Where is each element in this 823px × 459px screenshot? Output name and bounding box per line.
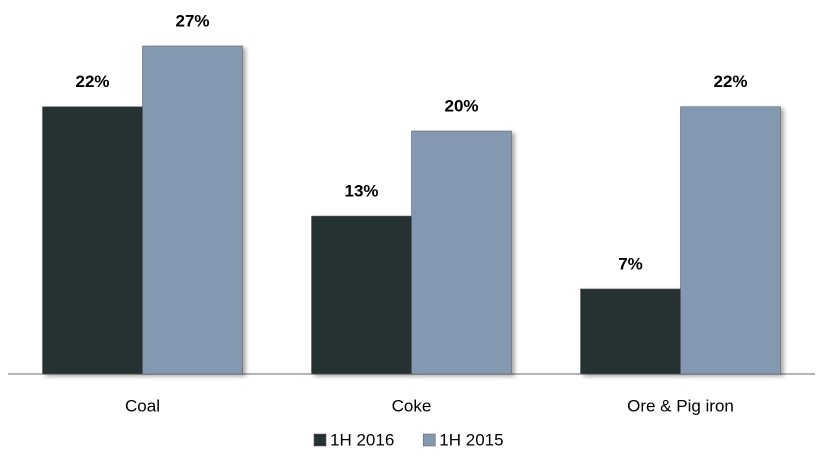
legend-label: 1H 2016 [330,430,394,449]
value-label: 22% [713,72,747,91]
x-tick-label: Coal [125,396,160,415]
bar [680,106,781,375]
value-label: 13% [344,182,378,201]
bar [142,45,243,375]
value-label: 20% [444,97,478,116]
legend-swatch [423,433,436,447]
bar [42,106,143,375]
bar [411,130,512,375]
bar [580,288,681,375]
legend-label: 1H 2015 [439,430,503,449]
value-label: 27% [175,11,209,30]
legend-swatch [313,433,327,447]
value-label: 7% [618,254,643,273]
value-label: 22% [75,72,109,91]
x-tick-label: Coke [392,396,432,415]
x-tick-label: Ore & Pig iron [627,396,734,415]
bar [311,215,412,375]
